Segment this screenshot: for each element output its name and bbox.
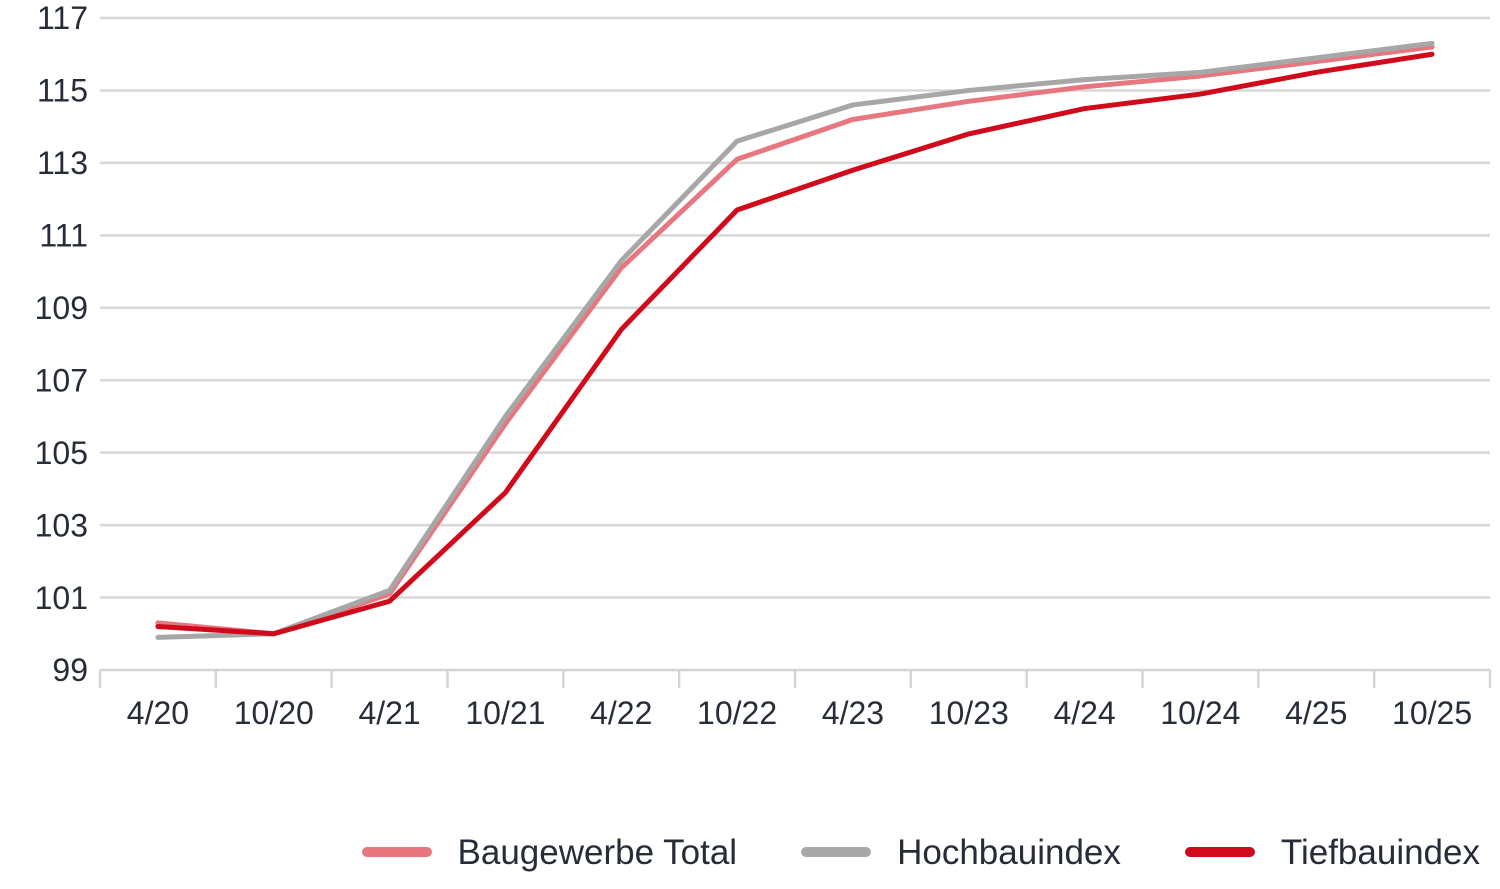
y-tick-label: 101 [35, 580, 88, 616]
y-axis-labels: 99 101 103 105 107 109 111 113 115 117 [35, 0, 88, 688]
data-series [155, 40, 1435, 640]
x-tick-label: 10/21 [465, 695, 545, 731]
y-tick-label: 109 [35, 290, 88, 326]
legend-swatch [1184, 847, 1255, 857]
legend-label: Baugewerbe Total [457, 832, 738, 872]
x-tick-label: 10/20 [234, 695, 314, 731]
legend-label: Hochbauindex [897, 832, 1121, 872]
x-tick-label: 4/23 [822, 695, 884, 731]
x-tick-label: 10/24 [1160, 695, 1240, 731]
gridlines [100, 16, 1490, 672]
y-tick-label: 117 [37, 0, 88, 36]
x-tick-label: 10/25 [1392, 695, 1472, 731]
series-line-2 [155, 51, 1435, 637]
legend-item: Tiefbauindex [1184, 832, 1480, 872]
series-line-0 [155, 44, 1435, 637]
y-tick-label: 107 [35, 362, 88, 398]
x-tick-label: 4/25 [1285, 695, 1347, 731]
y-tick-label: 99 [52, 652, 88, 688]
legend-swatch [801, 847, 872, 857]
y-tick-label: 113 [37, 145, 88, 181]
x-axis [98, 670, 1492, 688]
y-tick-label: 115 [37, 73, 88, 109]
series-line-1 [155, 40, 1435, 640]
y-tick-label: 103 [35, 507, 88, 543]
y-tick-label: 111 [39, 218, 88, 254]
x-tick-label: 4/21 [358, 695, 420, 731]
chart-legend: Baugewerbe Total Hochbauindex Tiefbauindex [0, 828, 1480, 876]
x-tick-label: 10/23 [929, 695, 1009, 731]
legend-swatch [361, 847, 432, 857]
x-tick-label: 4/20 [127, 695, 189, 731]
x-axis-labels: 4/20 10/20 4/21 10/21 4/22 10/22 4/23 10/23 4/24… [127, 695, 1472, 731]
legend-item: Baugewerbe Total [361, 832, 738, 872]
y-tick-label: 105 [35, 435, 88, 471]
x-tick-label: 10/22 [697, 695, 777, 731]
legend-item: Hochbauindex [801, 835, 1121, 870]
x-tick-label: 4/22 [590, 695, 652, 731]
legend-label: Tiefbauindex [1280, 832, 1480, 872]
x-tick-label: 4/24 [1053, 695, 1115, 731]
